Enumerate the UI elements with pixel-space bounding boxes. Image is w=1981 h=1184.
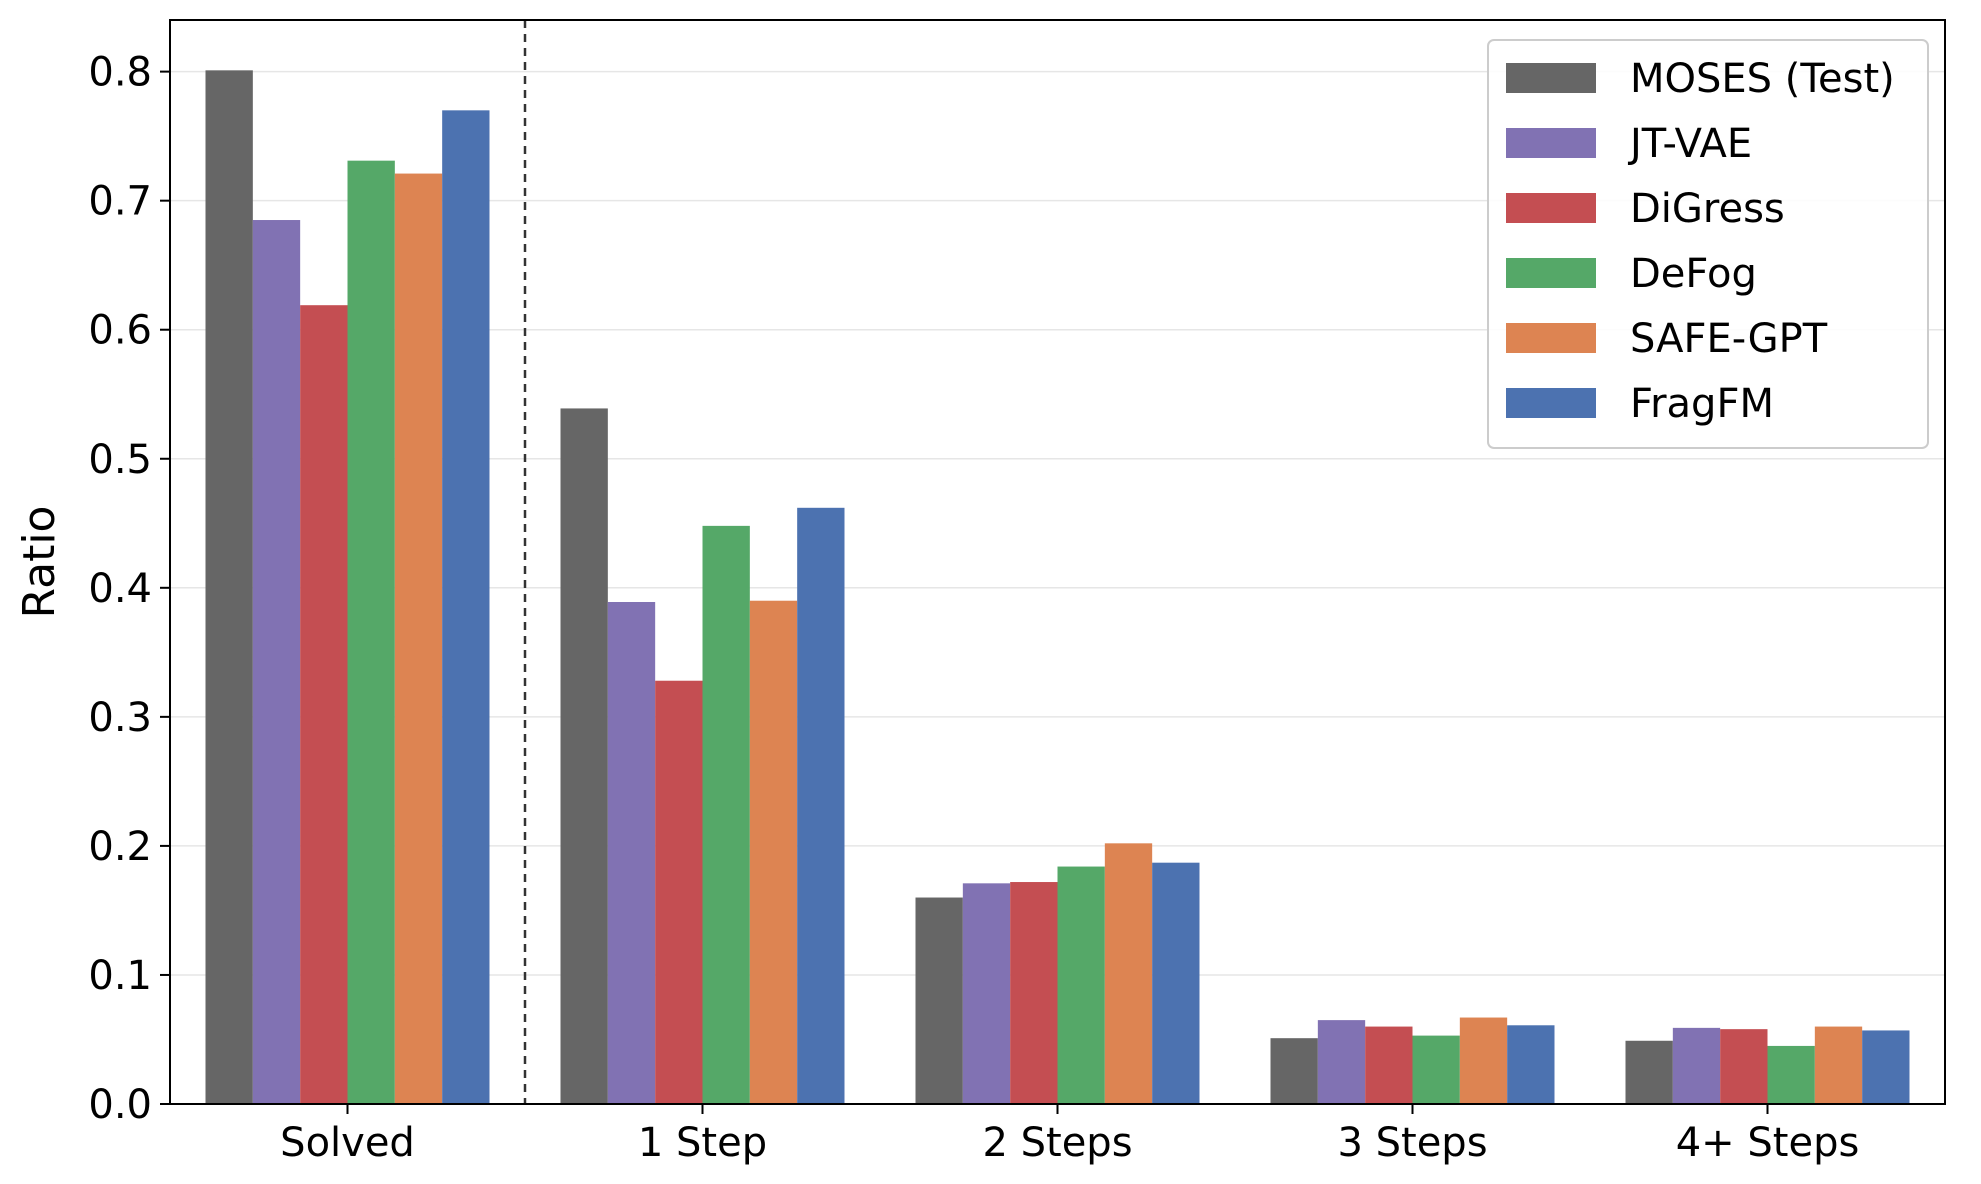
legend-label: MOSES (Test) xyxy=(1630,56,1895,102)
y-tick-label: 0.4 xyxy=(88,566,152,612)
y-tick-label: 0.5 xyxy=(88,437,152,483)
y-tick-label: 0.1 xyxy=(88,953,152,999)
y-axis-title: Ratio xyxy=(14,506,65,619)
legend-label: DiGress xyxy=(1630,186,1785,232)
bar xyxy=(1814,1026,1863,1104)
bar xyxy=(1459,1017,1508,1104)
bar xyxy=(1317,1020,1366,1104)
y-tick-label: 0.7 xyxy=(88,179,152,225)
bar xyxy=(205,70,253,1104)
bar xyxy=(1625,1040,1673,1104)
y-tick-label: 0.3 xyxy=(88,695,152,741)
bar xyxy=(394,173,443,1105)
legend-swatch xyxy=(1506,193,1596,223)
y-tick-label: 0.8 xyxy=(88,50,152,96)
legend-label: DeFog xyxy=(1630,251,1757,297)
bars xyxy=(205,70,1910,1105)
bar xyxy=(607,602,656,1104)
y-axis-ticks: 0.0 0.1 0.2 0.3 0.4 0.5 0.6 0.7 0.8 xyxy=(88,50,170,1128)
bar xyxy=(1365,1026,1413,1104)
legend-label: FragFM xyxy=(1630,381,1774,427)
legend-label: JT-VAE xyxy=(1627,121,1752,167)
legend-swatch xyxy=(1506,258,1596,288)
x-tick-label: 3 Steps xyxy=(1337,1120,1487,1166)
x-axis-ticks: Solved 1 Step 2 Steps 3 Steps 4+ Steps xyxy=(280,1104,1859,1166)
bar xyxy=(962,883,1011,1104)
bar xyxy=(1010,882,1058,1104)
x-tick-label: Solved xyxy=(280,1120,415,1166)
bar xyxy=(1412,1035,1460,1104)
bar xyxy=(1152,862,1200,1104)
x-tick-label: 4+ Steps xyxy=(1676,1120,1860,1166)
bar xyxy=(702,525,750,1104)
legend-swatch xyxy=(1506,128,1596,158)
y-tick-label: 0.6 xyxy=(88,308,152,354)
bar xyxy=(1507,1025,1555,1104)
legend-label: SAFE-GPT xyxy=(1630,316,1828,362)
legend-swatch xyxy=(1506,63,1596,93)
x-tick-label: 2 Steps xyxy=(982,1120,1132,1166)
legend-swatch xyxy=(1506,388,1596,418)
bar xyxy=(347,160,395,1104)
bar xyxy=(1862,1030,1910,1104)
bar xyxy=(1767,1045,1815,1104)
y-tick-label: 0.2 xyxy=(88,824,152,870)
legend-swatch xyxy=(1506,323,1596,353)
bar xyxy=(252,220,301,1104)
bar xyxy=(797,507,845,1104)
bar xyxy=(655,680,703,1104)
legend-box xyxy=(1487,39,1929,449)
bar xyxy=(442,110,490,1105)
legend: MOSES (Test) JT-VAE DiGress DeFog SAFE-GPT Fr… xyxy=(1487,39,1929,449)
x-tick-label: 1 Step xyxy=(638,1120,767,1166)
bar xyxy=(1057,866,1105,1104)
bar xyxy=(1672,1027,1721,1104)
bar xyxy=(1104,843,1153,1104)
bar xyxy=(749,600,798,1104)
bar xyxy=(300,305,348,1104)
bar xyxy=(1270,1038,1318,1104)
bar xyxy=(1720,1029,1768,1104)
bar xyxy=(915,897,963,1104)
y-tick-label: 0.0 xyxy=(88,1082,152,1128)
bar xyxy=(560,408,608,1104)
